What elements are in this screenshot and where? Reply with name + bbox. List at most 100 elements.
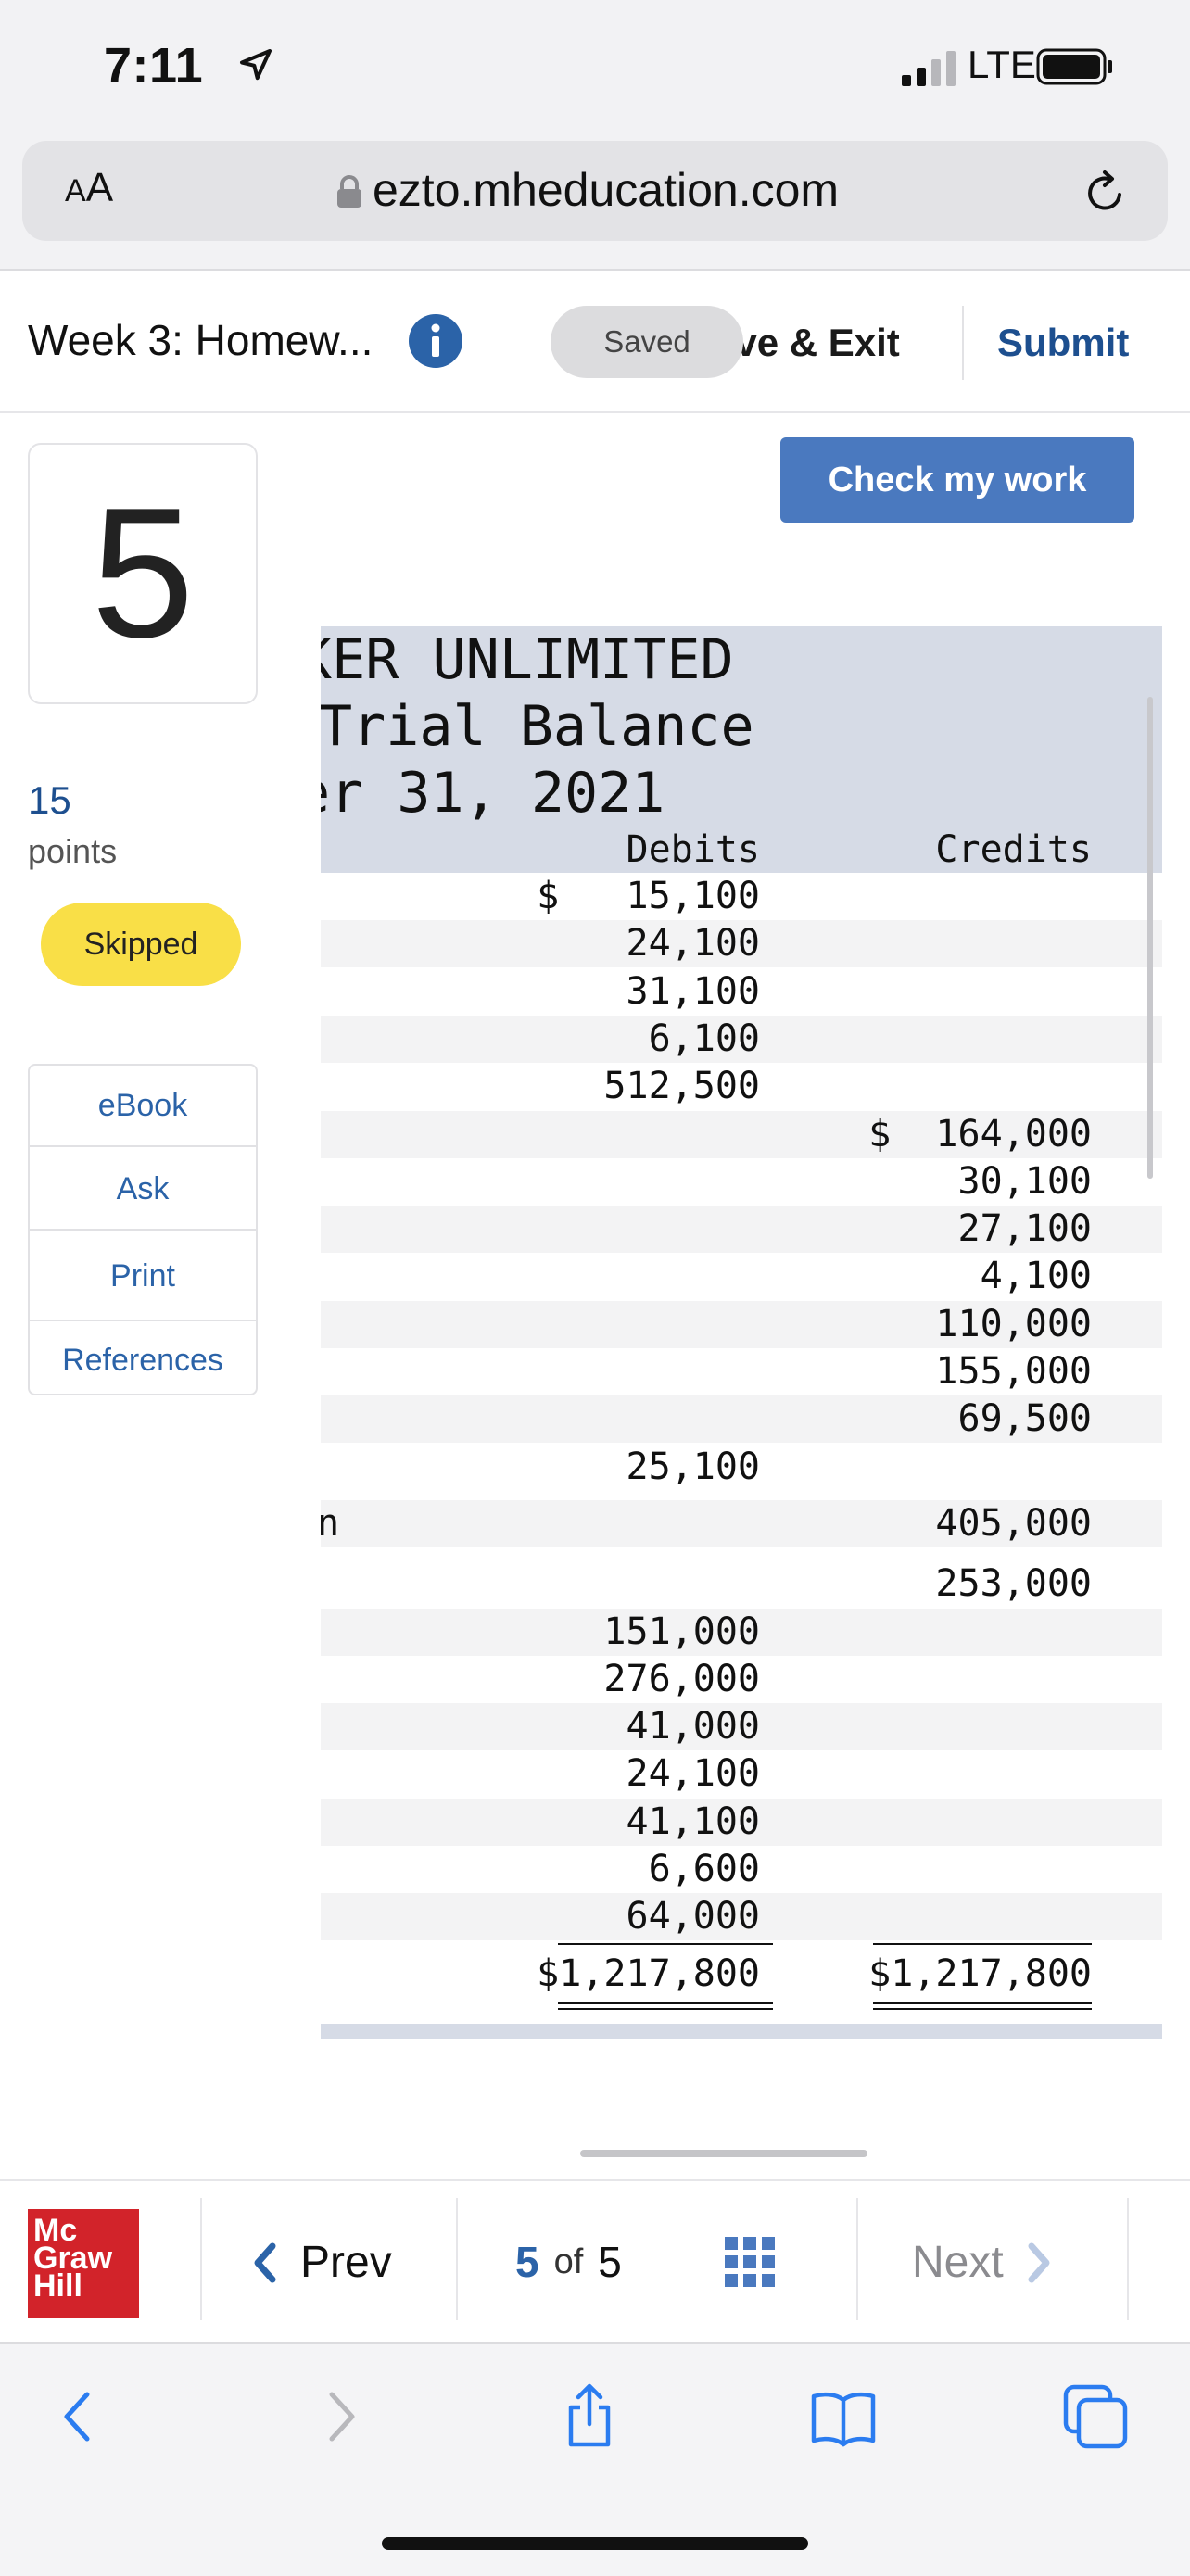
table-row: 276,000 (321, 1656, 1162, 1703)
text-size-small-glyph: A (65, 173, 86, 208)
debits-header: Debits (626, 828, 761, 871)
credit-cell: 27,100 (957, 1207, 1093, 1251)
assignment-title: Week 3: Homew... (28, 316, 373, 364)
double-rule (873, 2007, 1092, 2010)
debit-cell: 31,100 (626, 969, 761, 1013)
table-row: 31,100 (321, 968, 1162, 1016)
credit-cell: 155,000 (935, 1350, 1092, 1393)
double-rule (873, 2001, 1092, 2004)
table-scrollbar[interactable] (1147, 697, 1153, 1179)
debit-cell: 24,100 (626, 1752, 761, 1796)
references-link[interactable]: References (62, 1342, 223, 1378)
footer-divider (456, 2198, 458, 2320)
table-row: 110,000 (321, 1300, 1162, 1348)
prev-button[interactable]: Prev (250, 2237, 392, 2288)
table-row: 4,100 (321, 1253, 1162, 1300)
reload-icon[interactable] (1079, 167, 1131, 219)
forward-icon[interactable] (306, 2383, 373, 2450)
next-button[interactable]: Next (912, 2237, 1054, 2288)
credit-cell: $ 164,000 (868, 1112, 1092, 1155)
network-type: LTE (968, 43, 1036, 86)
ask-link[interactable]: Ask (30, 1149, 256, 1231)
header-divider (962, 306, 964, 380)
table-footer-band (321, 2024, 1162, 2039)
table-row: 155,000 (321, 1348, 1162, 1395)
status-bar (0, 0, 1190, 130)
print-link[interactable]: Print (30, 1232, 256, 1321)
double-rule (558, 2007, 773, 2010)
current-page: 5 (515, 2238, 539, 2286)
footer-divider (856, 2198, 858, 2320)
table-header (321, 626, 1162, 873)
statement-title: Trial Balance (321, 694, 754, 759)
info-icon[interactable] (408, 313, 463, 369)
credit-cell: 69,500 (957, 1397, 1093, 1441)
check-my-work-button[interactable]: Check my work (780, 437, 1134, 523)
credit-cell: 405,000 (935, 1501, 1092, 1545)
totals-row: $1,217,800 $1,217,800 (321, 1951, 1162, 1998)
ebook-link[interactable]: eBook (30, 1066, 256, 1147)
of-label: of (553, 2241, 584, 2281)
scroll-indicator (580, 2150, 867, 2157)
submit-button[interactable]: Submit (997, 321, 1130, 364)
table-row: 24,100 (321, 1750, 1162, 1798)
location-arrow-icon (240, 49, 272, 81)
address-bar[interactable] (22, 141, 1168, 241)
statement-date: er 31, 2021 (321, 761, 665, 826)
table-row: 6,600 (321, 1846, 1162, 1893)
page-indicator: 5 of 5 (515, 2237, 622, 2287)
debit-cell: $ 15,100 (537, 875, 760, 917)
table-row: n 405,000 (321, 1499, 1162, 1547)
share-icon[interactable] (556, 2383, 623, 2450)
credit-cell: 4,100 (980, 1255, 1092, 1298)
grid-view-icon[interactable] (725, 2237, 775, 2287)
table-row: 24,100 (321, 920, 1162, 968)
double-rule (558, 2001, 773, 2004)
credits-header: Credits (935, 828, 1092, 871)
footer-divider (200, 2198, 202, 2320)
company-name: KER UNLIMITED (321, 627, 734, 692)
debit-cell: 41,000 (626, 1705, 761, 1749)
url-text[interactable]: ezto.mheducation.com (373, 164, 840, 216)
table-row: 41,000 (321, 1703, 1162, 1751)
table-row: 41,100 (321, 1798, 1162, 1846)
debit-cell: 276,000 (603, 1657, 760, 1700)
back-icon[interactable] (46, 2383, 113, 2450)
total-rule (873, 1942, 1092, 1945)
trial-balance-table: KER UNLIMITED Trial Balance er 31, 2021 … (321, 626, 1162, 2039)
total-debits: $1,217,800 (537, 1951, 760, 1995)
bookmarks-icon[interactable] (810, 2383, 877, 2450)
mcgraw-hill-logo: Mc Graw Hill (28, 2209, 139, 2318)
status-time: 7:11 (104, 38, 204, 94)
prev-label: Prev (300, 2238, 392, 2287)
question-number: 5 (28, 443, 258, 704)
logo-line-1: Mc (33, 2213, 78, 2248)
next-label: Next (912, 2238, 1004, 2287)
table-row: 6,100 (321, 1015, 1162, 1063)
points-value: 15 (28, 778, 71, 822)
table-row: 30,100 (321, 1158, 1162, 1206)
debit-cell: 6,600 (648, 1848, 760, 1890)
text-size-large-glyph: A (85, 165, 114, 210)
table-row: 69,500 (321, 1395, 1162, 1444)
side-menu: eBook Ask Print References (28, 1064, 258, 1395)
text-size-button[interactable]: AA (65, 165, 113, 211)
tabs-icon[interactable] (1062, 2383, 1129, 2450)
logo-line-3: Hill (33, 2268, 82, 2304)
total-rule (558, 1942, 773, 1945)
debit-cell: 512,500 (603, 1065, 760, 1108)
cellular-signal-icon (902, 51, 956, 86)
table-row: 151,000 (321, 1608, 1162, 1656)
table-row: 64,000 (321, 1893, 1162, 1941)
table-row: 253,000 (321, 1560, 1162, 1608)
battery-icon (1036, 48, 1112, 85)
debit-cell: 25,100 (626, 1445, 761, 1488)
debit-cell: 6,100 (648, 1017, 760, 1060)
question-navigation (0, 2179, 1190, 2344)
chevron-right-icon (1028, 2242, 1050, 2282)
save-exit-button[interactable]: ave & Exit (714, 321, 900, 364)
account-label: n (321, 1501, 340, 1545)
credit-cell: 110,000 (935, 1302, 1092, 1345)
table-row: $ 164,000 (321, 1110, 1162, 1158)
credit-cell: 253,000 (935, 1562, 1092, 1606)
